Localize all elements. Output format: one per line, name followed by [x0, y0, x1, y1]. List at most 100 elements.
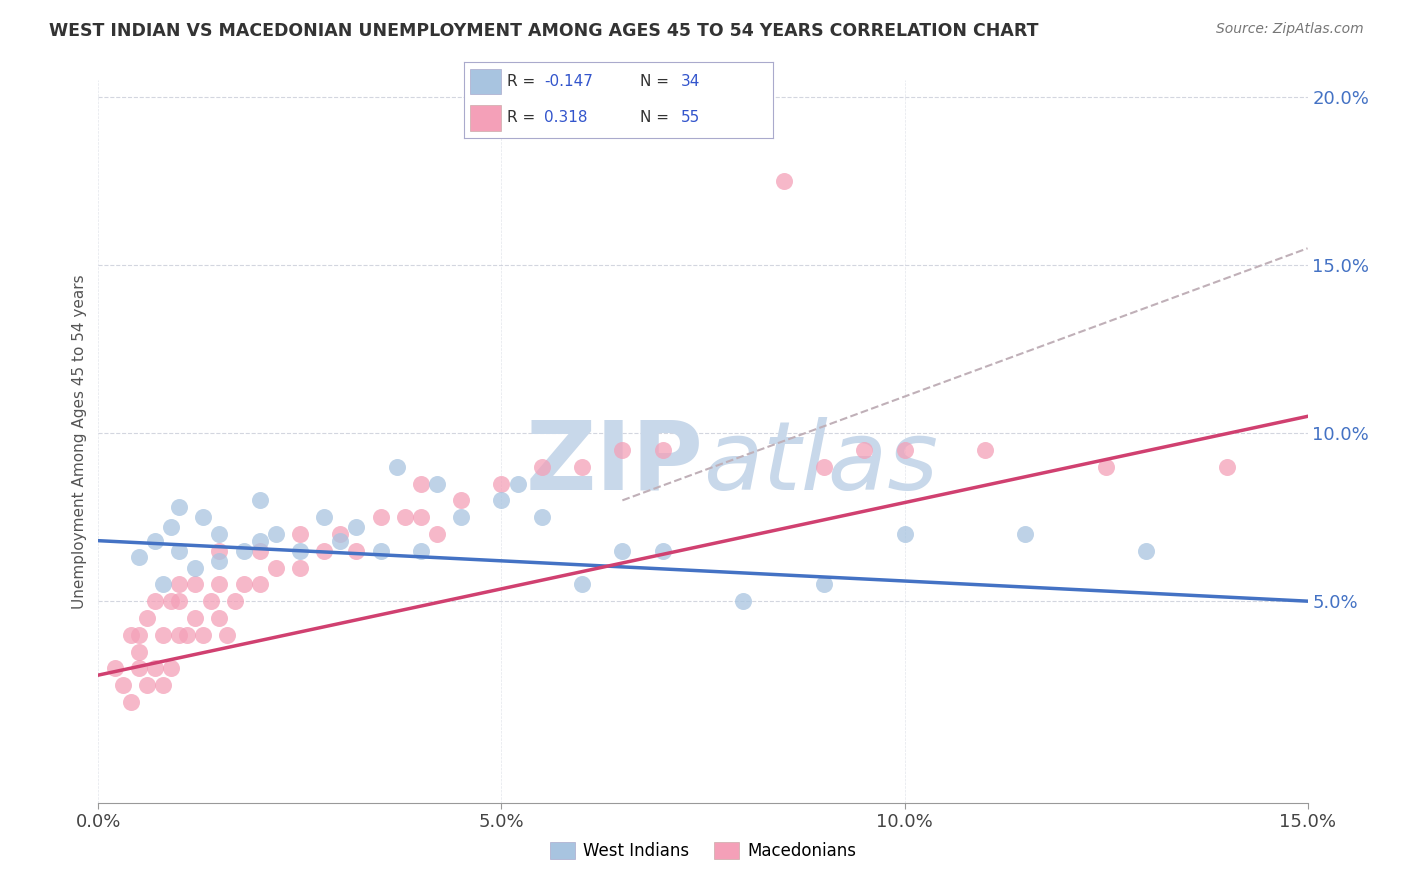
- Point: [974, 442, 997, 457]
- Point: [232, 543, 254, 558]
- Point: [506, 476, 529, 491]
- Text: 0.318: 0.318: [544, 111, 588, 125]
- Point: [200, 594, 222, 608]
- Point: [329, 527, 352, 541]
- Point: [208, 577, 231, 591]
- Point: [128, 550, 150, 565]
- Point: [208, 554, 231, 568]
- Point: [152, 577, 174, 591]
- Point: [426, 476, 449, 491]
- Point: [450, 510, 472, 524]
- Point: [143, 533, 166, 548]
- Point: [288, 543, 311, 558]
- Text: 55: 55: [681, 111, 700, 125]
- Point: [128, 661, 150, 675]
- Bar: [470, 69, 501, 95]
- Point: [288, 560, 311, 574]
- Point: [217, 628, 239, 642]
- Point: [651, 543, 673, 558]
- Point: [167, 577, 190, 591]
- Point: [152, 678, 174, 692]
- Point: [344, 543, 367, 558]
- Point: [772, 174, 794, 188]
- Point: [135, 611, 157, 625]
- Text: atlas: atlas: [703, 417, 938, 509]
- Point: [111, 678, 134, 692]
- Point: [612, 543, 634, 558]
- Point: [409, 476, 432, 491]
- Point: [450, 493, 472, 508]
- Point: [314, 510, 336, 524]
- Point: [167, 500, 190, 514]
- Point: [167, 543, 190, 558]
- Point: [491, 493, 513, 508]
- Point: [167, 594, 190, 608]
- Point: [160, 594, 183, 608]
- Point: [1135, 543, 1157, 558]
- Point: [394, 510, 416, 524]
- Point: [1095, 459, 1118, 474]
- Point: [264, 560, 287, 574]
- Point: [1014, 527, 1036, 541]
- Point: [288, 527, 311, 541]
- Text: N =: N =: [640, 111, 673, 125]
- Point: [143, 661, 166, 675]
- Point: [184, 577, 207, 591]
- Point: [893, 527, 915, 541]
- Point: [193, 628, 215, 642]
- Point: [491, 476, 513, 491]
- Text: N =: N =: [640, 74, 673, 89]
- Text: -0.147: -0.147: [544, 74, 593, 89]
- Point: [143, 594, 166, 608]
- Point: [208, 527, 231, 541]
- Point: [135, 678, 157, 692]
- Point: [249, 577, 271, 591]
- Text: R =: R =: [508, 111, 546, 125]
- Point: [193, 510, 215, 524]
- Point: [370, 543, 392, 558]
- Point: [813, 459, 835, 474]
- Point: [249, 493, 271, 508]
- Point: [612, 442, 634, 457]
- Point: [184, 560, 207, 574]
- Point: [184, 611, 207, 625]
- Point: [571, 577, 593, 591]
- Point: [128, 644, 150, 658]
- Point: [208, 611, 231, 625]
- Point: [651, 442, 673, 457]
- Point: [344, 520, 367, 534]
- Text: WEST INDIAN VS MACEDONIAN UNEMPLOYMENT AMONG AGES 45 TO 54 YEARS CORRELATION CHA: WEST INDIAN VS MACEDONIAN UNEMPLOYMENT A…: [49, 22, 1039, 40]
- Y-axis label: Unemployment Among Ages 45 to 54 years: Unemployment Among Ages 45 to 54 years: [72, 274, 87, 609]
- Point: [232, 577, 254, 591]
- Point: [160, 661, 183, 675]
- Point: [314, 543, 336, 558]
- Point: [208, 543, 231, 558]
- Point: [103, 661, 125, 675]
- Point: [176, 628, 198, 642]
- Point: [120, 628, 142, 642]
- Point: [120, 695, 142, 709]
- Point: [152, 628, 174, 642]
- Point: [370, 510, 392, 524]
- Text: R =: R =: [508, 74, 540, 89]
- Point: [160, 520, 183, 534]
- Point: [1216, 459, 1239, 474]
- Point: [128, 628, 150, 642]
- Point: [426, 527, 449, 541]
- Text: ZIP: ZIP: [524, 417, 703, 509]
- Text: Source: ZipAtlas.com: Source: ZipAtlas.com: [1216, 22, 1364, 37]
- Point: [571, 459, 593, 474]
- Point: [893, 442, 915, 457]
- Point: [249, 533, 271, 548]
- Point: [264, 527, 287, 541]
- Point: [385, 459, 408, 474]
- Point: [530, 459, 553, 474]
- Point: [409, 543, 432, 558]
- Point: [329, 533, 352, 548]
- Point: [530, 510, 553, 524]
- Bar: [470, 105, 501, 130]
- Point: [853, 442, 876, 457]
- Point: [167, 628, 190, 642]
- Point: [224, 594, 246, 608]
- Text: 34: 34: [681, 74, 700, 89]
